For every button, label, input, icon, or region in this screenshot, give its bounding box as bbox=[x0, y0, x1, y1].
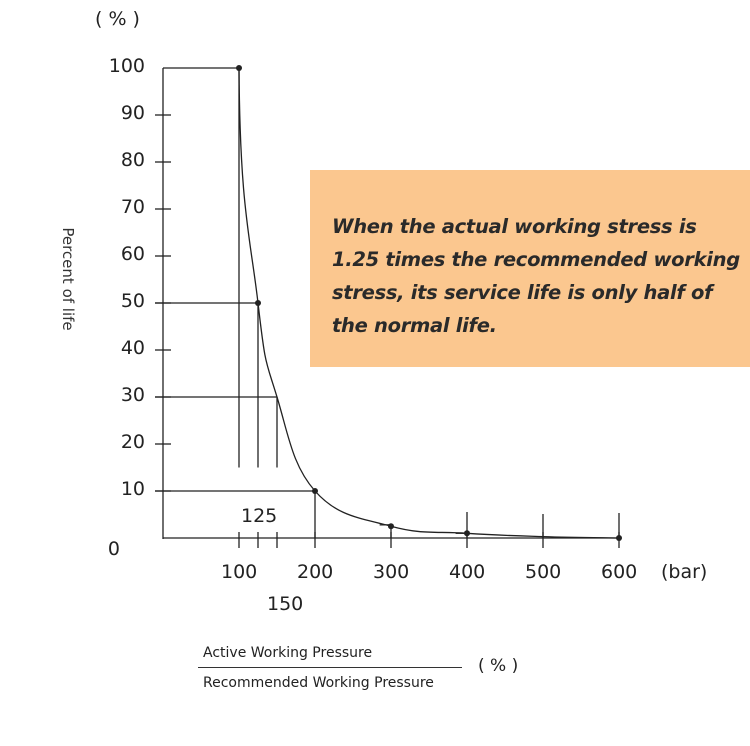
y-unit-label: ( % ) bbox=[95, 8, 140, 30]
x-label-unit: ( % ) bbox=[478, 656, 519, 676]
x-tick-label: 200 bbox=[297, 561, 334, 583]
y-tick-label: 20 bbox=[120, 431, 145, 453]
data-point bbox=[312, 488, 318, 494]
y-tick-label: 60 bbox=[120, 243, 145, 265]
x-extra-tick-label: 125 bbox=[241, 505, 278, 527]
x-tick-label: 100 bbox=[221, 561, 258, 583]
annotation-box: When the actual working stress is 1.25 t… bbox=[310, 170, 750, 367]
x-tick-label: 300 bbox=[373, 561, 410, 583]
x-extra-tick-label: 150 bbox=[267, 593, 304, 615]
x-tick-label: 500 bbox=[525, 561, 562, 583]
fraction-bar bbox=[198, 667, 462, 668]
x-label-numerator: Active Working Pressure bbox=[203, 645, 373, 661]
y-tick-label: 30 bbox=[120, 384, 145, 406]
data-point bbox=[616, 535, 622, 541]
annotation-text: When the actual working stress is 1.25 t… bbox=[332, 215, 740, 337]
y-axis-title: Percent of life bbox=[59, 227, 77, 331]
x-tick-label: 400 bbox=[449, 561, 486, 583]
y-tick-label: 70 bbox=[120, 196, 145, 218]
x-label-denominator: Recommended Working Pressure bbox=[203, 675, 434, 691]
y-tick-label: 80 bbox=[120, 149, 145, 171]
y-tick-label: 0 bbox=[107, 538, 120, 560]
data-point bbox=[255, 300, 261, 306]
y-tick-label: 40 bbox=[120, 337, 145, 359]
y-tick-label: 90 bbox=[120, 102, 145, 124]
data-point bbox=[388, 523, 394, 530]
data-point bbox=[464, 530, 470, 537]
y-tick-label: 10 bbox=[120, 478, 145, 500]
y-tick-label: 100 bbox=[108, 55, 145, 77]
data-point bbox=[236, 65, 242, 71]
x-unit-label: (bar) bbox=[661, 561, 708, 583]
y-tick-label: 50 bbox=[120, 290, 145, 312]
x-tick-label: 600 bbox=[601, 561, 638, 583]
